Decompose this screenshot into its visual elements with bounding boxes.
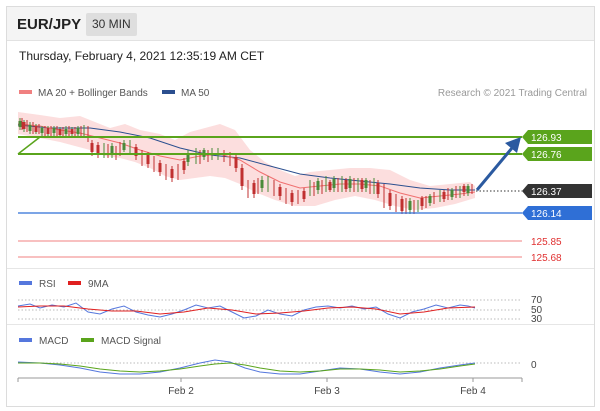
price-tag-r1: 126.76 xyxy=(522,147,592,161)
price-tag-last: 126.37 xyxy=(522,184,592,198)
macd-tick-0: 0 xyxy=(531,360,537,371)
rsi-tick-30: 30 xyxy=(531,314,543,325)
forecast-arrow-line xyxy=(475,147,514,191)
resistance-2-value: 126.93 xyxy=(531,133,562,144)
rsi-ma-legend-swatch xyxy=(68,281,81,285)
macd-legend-swatch xyxy=(19,338,32,342)
resistance-1-value: 126.76 xyxy=(531,150,562,161)
rsi-tick-70: 70 xyxy=(531,295,543,306)
bollinger-legend-swatch xyxy=(19,90,32,94)
price-tag-r2: 126.93 xyxy=(522,130,592,144)
ma50-line xyxy=(17,124,475,191)
resistance-connector xyxy=(17,136,41,155)
chart-widget: EUR/JPY 30 MIN Thursday, February 4, 202… xyxy=(6,6,595,407)
rsi-tick-50: 50 xyxy=(531,305,543,316)
rsi-legend-swatch xyxy=(19,281,32,285)
price-tag-s1: 126.14 xyxy=(522,206,592,220)
last-price-value: 126.37 xyxy=(531,187,562,198)
support-3-value: 125.68 xyxy=(531,253,562,264)
rsi-line xyxy=(17,302,476,319)
interval-badge[interactable]: 30 MIN xyxy=(86,13,137,36)
research-credit: Research © 2021 Trading Central xyxy=(438,88,587,99)
macd-line xyxy=(17,359,476,375)
support-2-value: 125.85 xyxy=(531,237,562,248)
chart-header: EUR/JPY 30 MIN xyxy=(7,7,594,41)
chart-timestamp: Thursday, February 4, 2021 12:35:19 AM C… xyxy=(19,49,265,63)
bollinger-legend-label: MA 20 + Bollinger Bands xyxy=(38,88,148,99)
macd-signal-legend-label: MACD Signal xyxy=(101,336,161,347)
symbol-title: EUR/JPY xyxy=(17,16,82,33)
x-axis-label-feb2: Feb 2 xyxy=(168,386,194,397)
rsi-ma-legend-label: 9MA xyxy=(88,279,109,290)
rsi-ma-line xyxy=(17,305,476,315)
panel-divider xyxy=(7,324,594,325)
ma50-legend-swatch xyxy=(162,90,175,94)
rsi-legend-label: RSI xyxy=(39,279,56,290)
bollinger-band-area xyxy=(18,112,475,210)
ma50-legend-label: MA 50 xyxy=(181,88,210,99)
x-axis-label-feb3: Feb 3 xyxy=(314,386,340,397)
forecast-arrow-icon xyxy=(505,137,521,153)
price-candles xyxy=(18,118,473,214)
macd-signal-line xyxy=(18,362,476,373)
macd-legend-label: MACD xyxy=(39,336,68,347)
macd-signal-legend-swatch xyxy=(81,338,94,342)
x-axis-label-feb4: Feb 4 xyxy=(460,386,486,397)
panel-divider xyxy=(7,268,594,269)
support-1-value: 126.14 xyxy=(531,209,562,220)
